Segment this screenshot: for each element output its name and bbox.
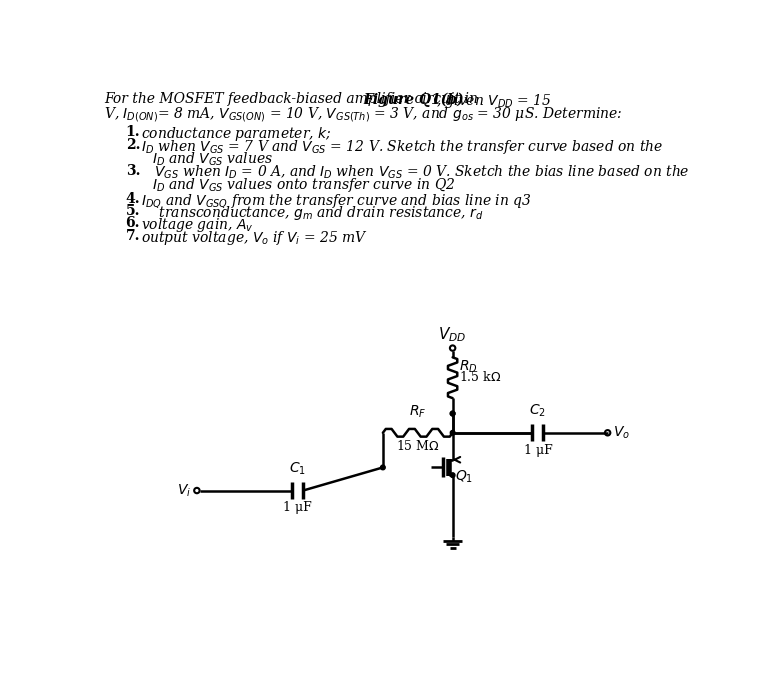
Text: output voltage, $V_o$ if $V_i$ = 25 mV: output voltage, $V_o$ if $V_i$ = 25 mV bbox=[141, 229, 368, 247]
Circle shape bbox=[451, 412, 455, 416]
Text: $Q_1$: $Q_1$ bbox=[455, 469, 473, 486]
Text: voltage gain, $A_v$: voltage gain, $A_v$ bbox=[141, 216, 254, 234]
Text: $V_i$: $V_i$ bbox=[178, 482, 191, 499]
Text: Figure Q1(b): Figure Q1(b) bbox=[364, 93, 464, 107]
Text: 5.: 5. bbox=[125, 204, 140, 218]
Text: $V_o$: $V_o$ bbox=[613, 425, 630, 441]
Text: transconductance, $g_m$ and drain resistance, $r_d$: transconductance, $g_m$ and drain resist… bbox=[141, 204, 484, 222]
Text: $R_F$: $R_F$ bbox=[409, 404, 427, 420]
Text: $R_D$: $R_D$ bbox=[459, 359, 478, 375]
Circle shape bbox=[451, 473, 455, 477]
Text: 2.: 2. bbox=[125, 138, 140, 152]
Text: 4.: 4. bbox=[125, 192, 140, 206]
Text: 7.: 7. bbox=[125, 229, 140, 243]
Text: For the MOSFET feedback-biased amplifier circuit in: For the MOSFET feedback-biased amplifier… bbox=[104, 93, 482, 106]
Text: 15 M$\Omega$: 15 M$\Omega$ bbox=[396, 439, 440, 453]
Text: $C_1$: $C_1$ bbox=[289, 460, 306, 477]
Circle shape bbox=[451, 431, 455, 435]
Circle shape bbox=[381, 465, 385, 470]
Text: $I_D$ and $V_{GS}$ values onto transfer curve in Q2: $I_D$ and $V_{GS}$ values onto transfer … bbox=[152, 177, 455, 194]
Text: $I_D$ when $V_{GS}$ = 7 V and $V_{GS}$ = 12 V. Sketch the transfer curve based o: $I_D$ when $V_{GS}$ = 7 V and $V_{GS}$ =… bbox=[141, 138, 663, 156]
Text: $V_{GS}$ when $I_D$ = 0 A, and $I_D$ when $V_{GS}$ = 0 V. Sketch the bias line b: $V_{GS}$ when $I_D$ = 0 A, and $I_D$ whe… bbox=[141, 164, 690, 181]
Text: $V_{DD}$: $V_{DD}$ bbox=[438, 326, 467, 344]
Circle shape bbox=[451, 412, 455, 416]
Text: 1.5 k$\Omega$: 1.5 k$\Omega$ bbox=[459, 370, 501, 385]
Text: , given $V_{DD}$ = 15: , given $V_{DD}$ = 15 bbox=[436, 93, 552, 111]
Text: conductance parameter, $k$;: conductance parameter, $k$; bbox=[141, 125, 331, 143]
Text: 1 μF: 1 μF bbox=[524, 444, 552, 457]
Text: 1 μF: 1 μF bbox=[283, 502, 312, 515]
Text: 1.: 1. bbox=[125, 125, 140, 139]
Text: 6.: 6. bbox=[125, 216, 140, 230]
Text: $I_{DQ}$ and $V_{GSQ}$ from the transfer curve and bias line in q3: $I_{DQ}$ and $V_{GSQ}$ from the transfer… bbox=[141, 192, 531, 210]
Text: 3.: 3. bbox=[125, 164, 140, 178]
Text: $I_D$ and $V_{GS}$ values: $I_D$ and $V_{GS}$ values bbox=[152, 150, 273, 168]
Text: $C_2$: $C_2$ bbox=[529, 403, 546, 419]
Text: V, $I_{D(ON)}$= 8 mA, $V_{GS(ON)}$ = 10 V, $V_{GS(Th)}$ = 3 V, and $g_{os}$ = 30: V, $I_{D(ON)}$= 8 mA, $V_{GS(ON)}$ = 10 … bbox=[104, 105, 622, 124]
